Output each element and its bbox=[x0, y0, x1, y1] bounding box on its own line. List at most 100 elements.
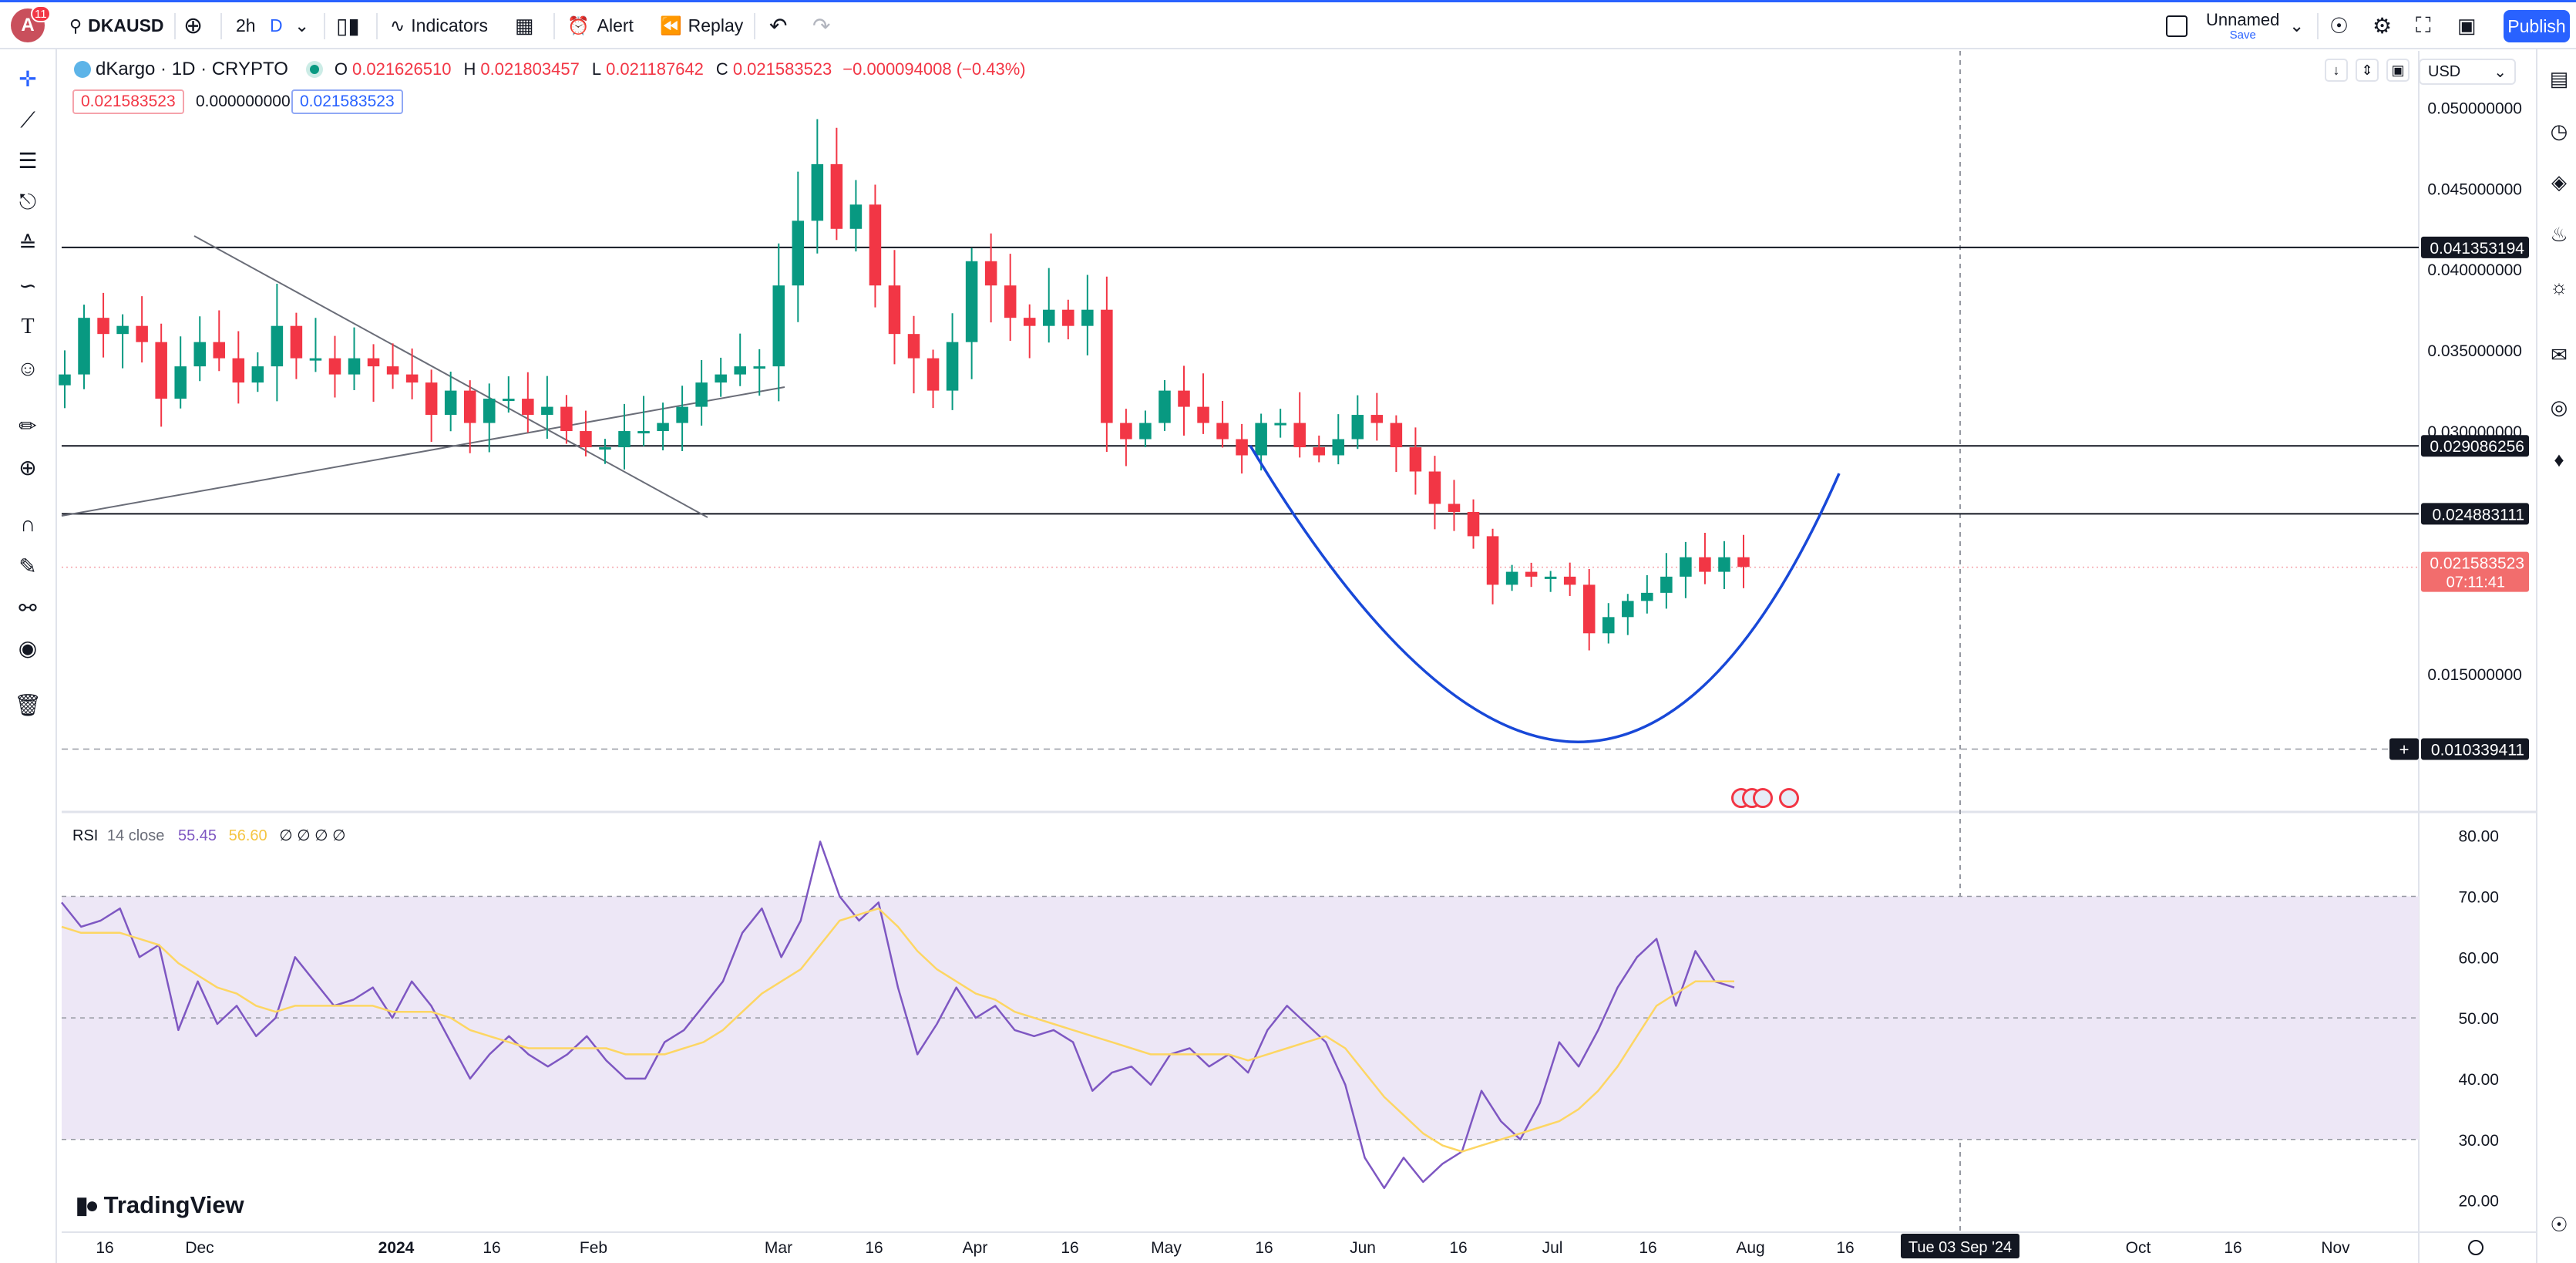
pattern-tool[interactable]: ⎋ bbox=[12, 187, 43, 217]
ideas-button[interactable]: ☼ bbox=[2545, 273, 2573, 301]
sell-price[interactable]: 0.021583523 bbox=[72, 89, 184, 114]
interval-d-label: D bbox=[270, 15, 283, 35]
alerts-panel-button[interactable]: ◷ bbox=[2545, 117, 2573, 145]
candle-body bbox=[444, 390, 457, 416]
time-tick-label: 16 bbox=[1061, 1239, 1078, 1257]
time-tick-label: Aug bbox=[1736, 1239, 1764, 1257]
candle-body bbox=[1525, 571, 1538, 577]
candle-body bbox=[1293, 423, 1306, 448]
candle-body bbox=[174, 366, 187, 399]
rewind-icon: ⏪ bbox=[660, 15, 682, 35]
rsi-name: RSI bbox=[72, 827, 99, 844]
brush-tool[interactable]: ∽ bbox=[12, 270, 43, 301]
indicators-button[interactable]: ∿ Indicators bbox=[390, 2, 488, 49]
candle-body bbox=[926, 358, 940, 391]
fib-tool[interactable]: ☰ bbox=[12, 145, 43, 176]
events-flags[interactable] bbox=[1731, 788, 1799, 808]
projection-tool[interactable]: ≙ bbox=[12, 228, 43, 259]
compare-button[interactable]: ⊕ bbox=[183, 2, 203, 49]
settings-button[interactable]: ⚙ bbox=[2373, 2, 2392, 49]
crosshair-date-text: Tue 03 Sep '24 bbox=[1908, 1239, 2012, 1256]
layout-name-button[interactable]: Unnamed Save bbox=[2206, 2, 2279, 49]
candles bbox=[59, 119, 1750, 651]
candle-body bbox=[386, 366, 399, 375]
candle-body bbox=[792, 221, 805, 286]
buy-price[interactable]: 0.021583523 bbox=[291, 89, 403, 114]
alert-label: Alert bbox=[597, 15, 634, 35]
text-tool[interactable]: T bbox=[12, 312, 43, 342]
time-tick-label: Feb bbox=[580, 1239, 607, 1257]
maximize-button[interactable]: ▣ bbox=[2386, 59, 2410, 82]
quick-search-button[interactable]: ☉ bbox=[2329, 2, 2349, 49]
lock-tool[interactable]: ⚯ bbox=[12, 592, 43, 623]
screenshot-button[interactable]: ▣ bbox=[2457, 2, 2477, 49]
collapse-button[interactable]: ⇕ bbox=[2356, 59, 2379, 82]
level-label-bg bbox=[2421, 503, 2529, 525]
hotlists-button[interactable]: ♨ bbox=[2545, 221, 2573, 248]
emoji-tool[interactable]: ☺ bbox=[12, 353, 43, 384]
help-button[interactable]: ☉ bbox=[2545, 1211, 2573, 1238]
candle-body bbox=[1680, 557, 1692, 577]
layout-checkbox[interactable] bbox=[2166, 2, 2188, 49]
candle-body bbox=[1139, 423, 1152, 440]
text-icon: T bbox=[21, 315, 35, 338]
magnet-tool[interactable]: ∩ bbox=[12, 509, 43, 540]
scroll-down-button[interactable]: ↓ bbox=[2325, 59, 2348, 82]
tradingview-logo[interactable]: ▮● TradingView bbox=[76, 1191, 244, 1219]
candle-body bbox=[425, 382, 438, 416]
measure-tool[interactable]: ✏ bbox=[12, 410, 43, 441]
level-label-bg bbox=[2421, 738, 2529, 760]
market-status-icon bbox=[309, 65, 319, 74]
crosshair-tool[interactable]: ✛ bbox=[12, 63, 43, 94]
level-label-bg bbox=[2421, 236, 2529, 258]
candle-body bbox=[59, 374, 71, 386]
candle-body bbox=[1197, 406, 1209, 423]
candle-body bbox=[1216, 423, 1229, 440]
chart-type-button[interactable]: ▯▮ bbox=[336, 2, 360, 49]
symbol-search[interactable]: ⚲ DKAUSD bbox=[69, 2, 164, 49]
open-key: O bbox=[334, 59, 348, 79]
remove-tool[interactable]: 🗑 bbox=[12, 689, 43, 720]
watchlist-button[interactable]: ▤ bbox=[2545, 65, 2573, 93]
publish-button[interactable]: Publish bbox=[2504, 10, 2570, 42]
level-label-text: 0.029086256 bbox=[2430, 438, 2524, 456]
interval-button[interactable]: 2h bbox=[236, 2, 256, 49]
candle-body bbox=[1602, 617, 1615, 634]
interval-dropdown[interactable]: ⌄ bbox=[294, 2, 309, 49]
candle-body bbox=[271, 325, 284, 367]
redo-button[interactable]: ↷ bbox=[812, 2, 830, 49]
interval-label: 2h bbox=[236, 15, 256, 35]
candle-body bbox=[290, 325, 303, 359]
object-tree-button[interactable]: ◈ bbox=[2545, 168, 2573, 196]
rsi-legend[interactable]: RSI 14 close 55.45 56.60 ∅ ∅ ∅ ∅ bbox=[72, 826, 346, 845]
candle-body bbox=[1641, 592, 1653, 601]
streams-button[interactable]: ◎ bbox=[2545, 393, 2573, 421]
magnifier-sparkle-icon: ☉ bbox=[2329, 14, 2349, 38]
layout-dropdown[interactable]: ⌄ bbox=[2289, 2, 2304, 49]
open-value: 0.021626510 bbox=[352, 59, 452, 79]
candle-body bbox=[1332, 439, 1345, 456]
notifications-button[interactable]: ♦ bbox=[2545, 446, 2573, 473]
add-level-button bbox=[2389, 738, 2419, 760]
alert-button[interactable]: ⏰ Alert bbox=[567, 2, 634, 49]
series-title[interactable]: dKargo · 1D · CRYPTO bbox=[96, 59, 288, 79]
zoom-tool[interactable]: ⊕ bbox=[12, 452, 43, 483]
candle-body bbox=[560, 406, 573, 432]
interval-d-button[interactable]: D bbox=[270, 2, 283, 49]
currency-select[interactable]: USD ⌄ bbox=[2419, 59, 2516, 85]
trend-line-tool[interactable]: ⟋ bbox=[12, 105, 43, 136]
candle-body bbox=[1544, 576, 1557, 579]
undo-button[interactable]: ↶ bbox=[769, 2, 787, 49]
candle-body bbox=[715, 374, 727, 383]
chats-button[interactable]: ✉ bbox=[2545, 341, 2573, 369]
close-value: 0.021583523 bbox=[732, 59, 832, 79]
visibility-tool[interactable]: ◉ bbox=[12, 632, 43, 663]
replay-button[interactable]: ⏪ Replay bbox=[660, 2, 743, 49]
spread-value: 0.000000000 bbox=[196, 93, 291, 110]
arrow-down-icon: ↓ bbox=[2332, 62, 2340, 78]
stay-drawing-tool[interactable]: ✎ bbox=[12, 551, 43, 581]
level-label-text: 0.024883111 bbox=[2432, 506, 2524, 524]
templates-button[interactable]: ▦ bbox=[515, 2, 534, 49]
fullscreen-button[interactable]: ⛶ bbox=[2416, 2, 2431, 49]
